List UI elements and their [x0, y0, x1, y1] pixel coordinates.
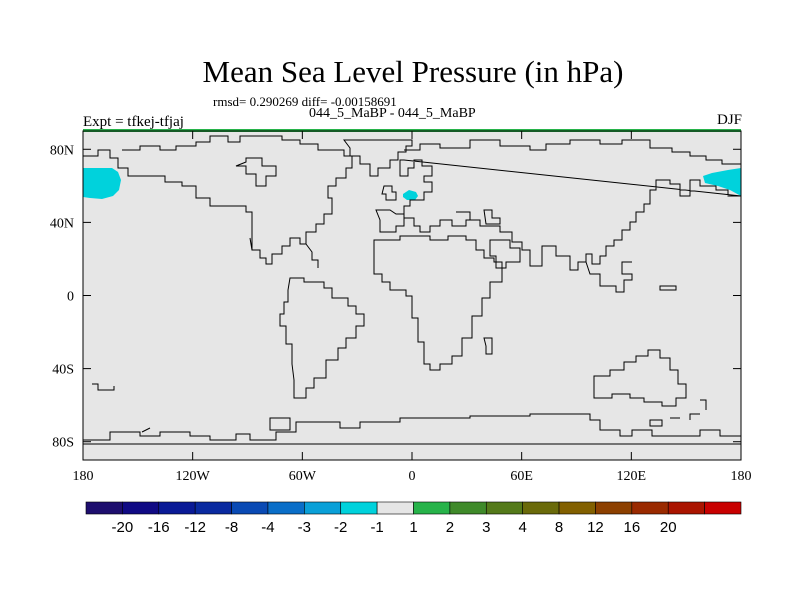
- coastline-antarctica: [83, 413, 741, 445]
- coastline-uk: [381, 185, 397, 201]
- colorbar-swatch: [340, 501, 378, 515]
- colorbar-swatch: [595, 501, 633, 515]
- colorbar-swatch: [413, 501, 451, 515]
- colorbar-label: -1: [370, 519, 383, 536]
- colorbar-swatch: [522, 501, 560, 515]
- coastline-europe-asia: [399, 139, 742, 271]
- colorbar-label: -8: [225, 519, 238, 536]
- north-pacific-west-anomaly: [83, 168, 121, 199]
- colorbar-swatch: [376, 501, 414, 515]
- colorbar-label: -20: [112, 519, 134, 536]
- coastline-southeast-asia: [585, 261, 677, 293]
- north-pacific-east-anomaly: [703, 168, 741, 196]
- coastline-madagascar: [483, 337, 493, 355]
- plot-title: Mean Sea Level Pressure (in hPa): [202, 54, 624, 89]
- colorbar-swatch: [304, 501, 342, 515]
- colorbar-swatch: [231, 501, 269, 515]
- map-panel: 180 120W 60W 0 60E 120E 180 80N 40N 0 40S 80S: [50, 129, 752, 484]
- colorbar-label: 3: [482, 519, 490, 536]
- coastline-antarctic-peninsula: [92, 383, 291, 433]
- plot-subtitle: 044_5_MaBP - 044_5_MaBP: [309, 106, 476, 121]
- lat-tick-label: 80N: [50, 143, 74, 158]
- colorbar-swatch: [558, 501, 596, 515]
- colorbar-swatch: [194, 501, 232, 515]
- coastline-black-caspian: [456, 209, 501, 225]
- coastlines: [83, 135, 742, 445]
- colorbar-swatch: [704, 501, 742, 515]
- coastline-hudson-bay: [235, 157, 277, 187]
- coastline-australia: [593, 349, 687, 407]
- coastline-antarctic-islands: [649, 417, 680, 427]
- lon-tick-label: 120W: [176, 469, 211, 484]
- coastline-iberia: [375, 209, 405, 233]
- lon-tick-label: 120E: [617, 469, 647, 484]
- experiment-label: Expt = tfkej-tfjaj: [83, 114, 184, 130]
- colorbar-swatch: [122, 501, 160, 515]
- colorbar-label: -3: [298, 519, 311, 536]
- longitude-axis: 180 120W 60W 0 60E 120E 180: [73, 131, 752, 484]
- colorbar-swatch: [158, 501, 196, 515]
- lat-tick-label: 40S: [52, 363, 74, 378]
- colorbar-swatch: [267, 501, 305, 515]
- colorbar-swatch: [631, 501, 669, 515]
- colorbar-label: 1: [409, 519, 417, 536]
- colorbar-swatch: [485, 501, 523, 515]
- colorbar-label: -12: [184, 519, 206, 536]
- colorbar-label: 20: [660, 519, 677, 536]
- colorbar-swatch: [667, 501, 705, 515]
- colorbar-label: 2: [446, 519, 454, 536]
- colorbar-label: 16: [623, 519, 640, 536]
- lon-tick-label: 0: [409, 469, 416, 484]
- lat-tick-label: 0: [67, 290, 74, 305]
- coastline-central-america: [249, 237, 319, 268]
- season-label: DJF: [716, 112, 742, 128]
- latitude-axis: 80N 40N 0 40S 80S: [50, 143, 741, 451]
- lat-tick-label: 40N: [50, 216, 74, 231]
- north-atlantic-anomaly: [403, 190, 418, 200]
- colorbar-label: 12: [587, 519, 604, 536]
- coastline-arabia: [489, 239, 521, 269]
- lon-tick-label: 60E: [510, 469, 533, 484]
- coastline-africa: [373, 235, 503, 371]
- coastline-greenland: [343, 139, 413, 177]
- colorbar: -20 -16 -12 -8 -4 -3 -2 -1 1 2 3 4 8 12 16 20: [85, 501, 742, 536]
- colorbar-label: -16: [148, 519, 170, 536]
- colorbar-swatch: [449, 501, 487, 515]
- colorbar-label: 4: [518, 519, 526, 536]
- colorbar-swatch: [85, 501, 123, 515]
- colorbar-label: -4: [261, 519, 274, 536]
- stats-text: rmsd= 0.290269 diff= -0.00158691: [213, 94, 397, 109]
- coastline-south-america: [279, 277, 365, 399]
- coastline-north-america: [83, 135, 353, 265]
- lon-tick-label: 180: [731, 469, 752, 484]
- coastline-new-zealand: [689, 399, 707, 420]
- lon-tick-label: 180: [73, 469, 94, 484]
- lon-tick-label: 60W: [289, 469, 317, 484]
- colorbar-label: 8: [555, 519, 563, 536]
- colorbar-label: -2: [334, 519, 347, 536]
- lat-tick-label: 80S: [52, 436, 74, 451]
